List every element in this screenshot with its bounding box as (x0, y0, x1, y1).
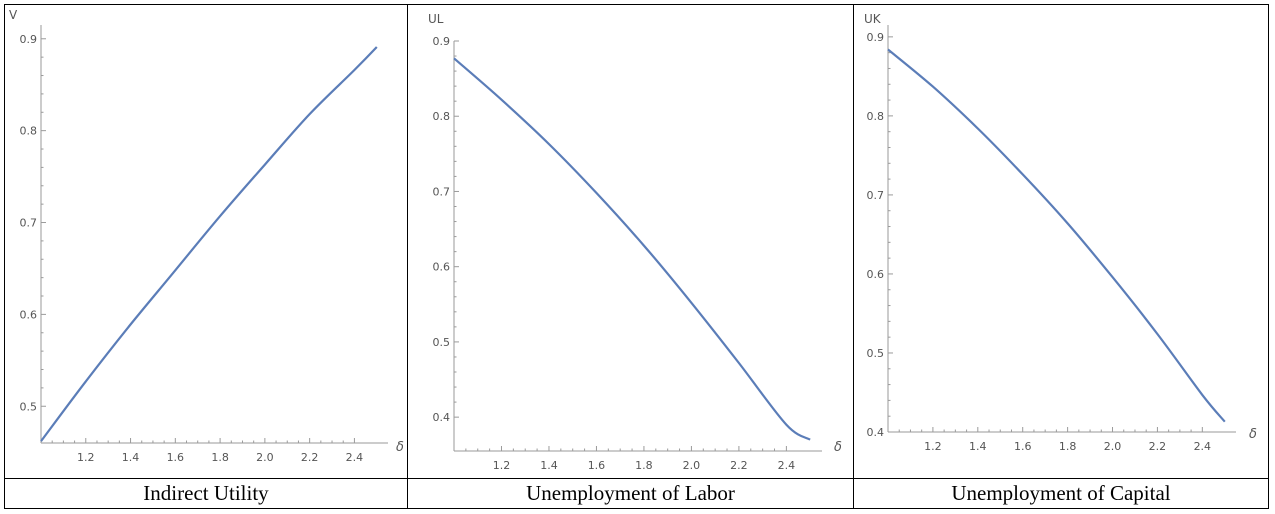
y-axis-label: UK (864, 12, 882, 26)
x-tick-label: 2.4 (346, 451, 364, 464)
x-tick-label: 2.0 (683, 459, 701, 472)
caption-divider (5, 478, 1268, 479)
y-tick-label: 0.4 (867, 426, 885, 439)
column-divider (407, 5, 408, 508)
series-line (40, 46, 378, 442)
y-tick-label: 0.6 (20, 308, 38, 321)
y-tick-label: 0.8 (867, 110, 885, 123)
x-tick-label: 2.2 (730, 459, 748, 472)
chart-unemployment-labor: 1.2 1.4 1.6 1.8 2.0 2.2 2.4 0.4 0.5 0.6 0.7 0.8 0.9 U… (428, 12, 842, 472)
x-tick-label: 1.6 (167, 451, 185, 464)
x-tick-label: 1.4 (122, 451, 140, 464)
chart-indirect-utility: 1.2 1.4 1.6 1.8 2.0 2.2 2.4 0.5 0.6 0.7 0.8 0.9Vδ (9, 8, 404, 464)
panel-unemployment-capital: 1.2 1.4 1.6 1.8 2.0 2.2 2.4 0.4 0.5 0.6 0.7 0.8 0.9 U… (854, 5, 1268, 478)
series-line (453, 57, 811, 441)
y-tick-label: 0.5 (867, 347, 885, 360)
caption-indirect-utility: Indirect Utility (143, 481, 269, 505)
panel-unemployment-labor: 1.2 1.4 1.6 1.8 2.0 2.2 2.4 0.4 0.5 0.6 0.7 0.8 0.9 U… (408, 5, 853, 478)
x-tick-label: 1.4 (540, 459, 558, 472)
y-tick-label: 0.9 (433, 35, 451, 48)
y-tick-label: 0.7 (867, 189, 885, 202)
x-axis-label: δ (1249, 427, 1257, 442)
x-tick-label: 1.8 (1059, 440, 1077, 453)
column-divider (853, 5, 854, 508)
y-tick-label: 0.8 (433, 110, 451, 123)
x-tick-label: 2.4 (1194, 440, 1212, 453)
y-tick-label: 0.6 (867, 268, 885, 281)
y-tick-label: 0.8 (20, 125, 38, 138)
x-tick-label: 2.2 (301, 451, 319, 464)
x-tick-label: 2.0 (256, 451, 274, 464)
y-tick-label: 0.5 (433, 336, 451, 349)
y-tick-label: 0.9 (20, 33, 38, 46)
caption-unemployment-capital: Unemployment of Capital (951, 481, 1171, 505)
x-tick-label: 2.0 (1104, 440, 1122, 453)
y-tick-label: 0.9 (867, 31, 885, 44)
caption-unemployment-labor: Unemployment of Labor (526, 481, 735, 505)
y-tick-label: 0.4 (433, 411, 451, 424)
y-tick-label: 0.7 (433, 185, 451, 198)
x-tick-label: 1.2 (924, 440, 942, 453)
x-tick-label: 1.6 (1014, 440, 1032, 453)
y-tick-label: 0.6 (433, 261, 451, 274)
x-tick-label: 2.2 (1149, 440, 1167, 453)
y-axis-label: V (9, 8, 18, 22)
x-axis-label: δ (834, 440, 842, 455)
x-tick-label: 1.4 (969, 440, 987, 453)
x-tick-label: 1.6 (588, 459, 606, 472)
chart-unemployment-capital: 1.2 1.4 1.6 1.8 2.0 2.2 2.4 0.4 0.5 0.6 0.7 0.8 0.9 U… (864, 12, 1257, 453)
x-tick-label: 1.2 (493, 459, 511, 472)
x-tick-label: 1.8 (635, 459, 653, 472)
x-tick-label: 2.4 (778, 459, 796, 472)
y-tick-label: 0.5 (20, 400, 38, 413)
x-tick-label: 1.8 (211, 451, 229, 464)
y-axis-label: UL (428, 12, 444, 26)
x-tick-label: 1.2 (77, 451, 95, 464)
series-line (887, 48, 1226, 423)
x-axis-label: δ (396, 440, 404, 455)
y-tick-label: 0.7 (20, 217, 38, 230)
